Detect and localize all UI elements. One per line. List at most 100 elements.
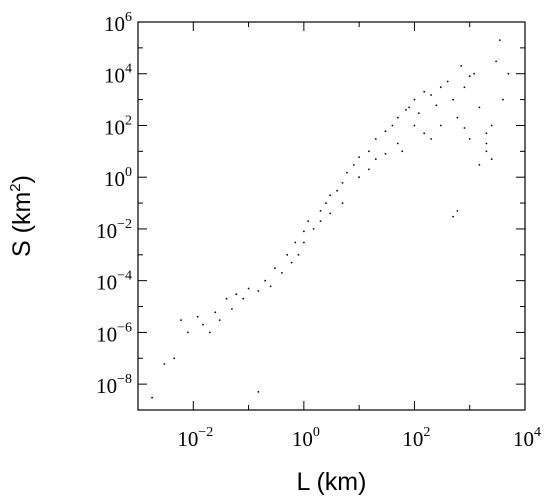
- data-point: [502, 98, 504, 101]
- data-point: [187, 331, 189, 334]
- data-point: [452, 215, 454, 218]
- data-point: [439, 124, 442, 127]
- data-point: [498, 39, 501, 41]
- data-points: [151, 39, 510, 399]
- y-tick-label: 106: [104, 10, 132, 36]
- data-point: [495, 60, 497, 63]
- data-point: [352, 164, 355, 166]
- data-point: [463, 86, 466, 89]
- axis-ticks: [137, 21, 526, 411]
- data-point: [368, 150, 370, 153]
- x-axis-title: L (km): [297, 468, 367, 496]
- data-point: [358, 176, 360, 179]
- data-point: [151, 396, 154, 399]
- data-point: [374, 158, 377, 161]
- data-point: [209, 331, 211, 334]
- y-tick-label: 102: [104, 113, 132, 139]
- data-point: [336, 189, 338, 192]
- x-tick-label: 104: [513, 425, 541, 451]
- data-point: [463, 127, 466, 129]
- data-point: [452, 98, 454, 101]
- x-tick-label: 102: [402, 425, 430, 451]
- data-point: [307, 220, 310, 223]
- data-point: [468, 138, 471, 140]
- data-point: [435, 104, 438, 107]
- data-point: [163, 363, 166, 365]
- data-point: [413, 124, 416, 127]
- data-point: [485, 142, 488, 145]
- data-point: [319, 210, 322, 212]
- data-point: [485, 132, 488, 135]
- y-axis-title: S (km2): [7, 175, 36, 257]
- data-point: [325, 202, 327, 205]
- data-point: [413, 98, 416, 101]
- data-point: [396, 116, 399, 119]
- data-point: [274, 267, 276, 270]
- data-point: [456, 210, 459, 212]
- data-point: [341, 202, 344, 205]
- y-tick-label: 104: [104, 62, 132, 88]
- data-point: [346, 171, 348, 174]
- data-point: [341, 182, 344, 184]
- data-point: [297, 253, 300, 256]
- data-point: [368, 168, 370, 171]
- y-tick-label: 10−8: [96, 372, 132, 398]
- data-point: [408, 106, 410, 109]
- data-point: [473, 72, 475, 75]
- data-point: [417, 112, 420, 114]
- data-point: [423, 132, 426, 135]
- data-point: [312, 228, 315, 230]
- data-point: [507, 72, 510, 75]
- data-point: [423, 90, 426, 93]
- y-axis-title-close: ): [8, 175, 36, 183]
- y-tick-label: 10−6: [96, 320, 132, 346]
- data-point: [329, 212, 332, 215]
- data-point: [196, 315, 199, 318]
- data-point: [264, 279, 267, 282]
- data-point: [286, 253, 289, 256]
- data-point: [257, 391, 260, 393]
- data-point: [180, 319, 182, 321]
- data-point: [269, 285, 272, 288]
- data-point: [214, 311, 217, 314]
- data-point: [460, 65, 463, 67]
- x-tick-label: 10−2: [177, 425, 213, 451]
- data-point: [303, 241, 305, 244]
- data-point: [281, 272, 283, 274]
- data-point: [446, 80, 449, 83]
- data-point: [396, 142, 399, 145]
- data-point: [478, 164, 481, 166]
- data-point: [231, 308, 233, 310]
- data-point: [439, 86, 442, 89]
- data-point: [247, 287, 250, 290]
- data-point: [290, 261, 293, 264]
- y-tick-label: 100: [104, 165, 132, 191]
- data-point: [358, 156, 360, 159]
- data-point: [485, 150, 488, 153]
- data-point: [456, 116, 459, 119]
- data-point: [225, 297, 228, 300]
- data-point: [430, 138, 432, 140]
- data-point: [490, 158, 493, 161]
- y-axis-title-base: S (km: [8, 192, 36, 257]
- plot-frame: [137, 21, 526, 411]
- data-point: [294, 241, 297, 244]
- data-point: [374, 138, 377, 140]
- data-point: [218, 319, 221, 321]
- data-point: [490, 124, 493, 127]
- data-point: [391, 124, 394, 127]
- data-point: [303, 230, 305, 233]
- data-point: [384, 152, 387, 155]
- data-point: [173, 357, 176, 360]
- y-tick-label: 10−4: [96, 269, 132, 295]
- data-point: [430, 94, 432, 96]
- data-point: [384, 130, 387, 133]
- y-axis-title-superscript: 2: [7, 183, 24, 191]
- data-point: [202, 323, 204, 326]
- data-point: [242, 297, 245, 300]
- data-point: [478, 106, 481, 109]
- data-point: [401, 150, 404, 153]
- y-tick-label: 10−2: [96, 217, 132, 243]
- tick-labels: 10−2 100 102 104 10−8 10−6 10−4 10−2 100 102 104 10…: [96, 10, 541, 451]
